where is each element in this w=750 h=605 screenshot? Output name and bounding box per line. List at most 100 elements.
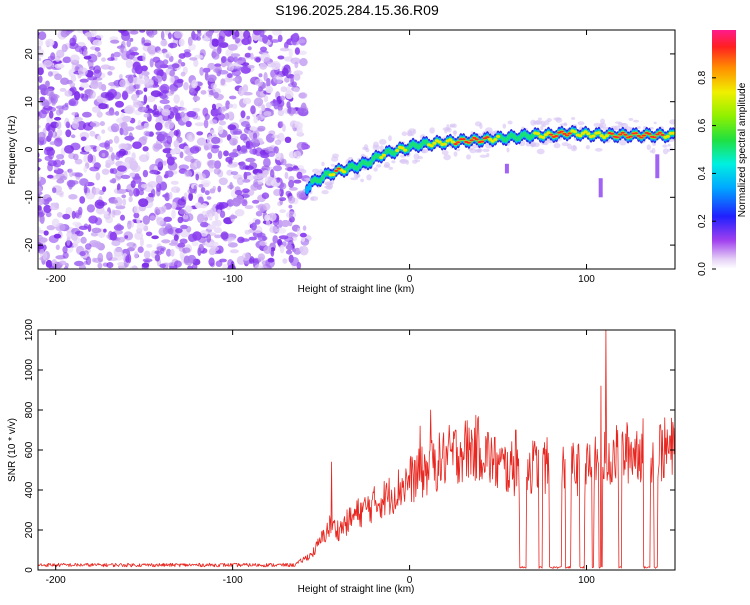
noise-dot: [97, 252, 104, 263]
noise-dot: [132, 77, 142, 85]
noise-dot: [177, 242, 186, 248]
noise-dot: [253, 30, 262, 36]
noise-dot: [180, 224, 188, 230]
noise-dot: [68, 99, 77, 106]
noise-dot: [210, 83, 217, 89]
ridge-cell: [429, 144, 434, 148]
ridge-halo-dot: [453, 151, 458, 157]
noise-dot: [241, 38, 250, 46]
noise-dot: [151, 235, 159, 240]
noise-dot: [180, 107, 188, 112]
noise-dot: [124, 156, 134, 164]
noise-dot: [133, 212, 140, 219]
ridge-cell: [634, 132, 639, 135]
noise-dot: [92, 146, 98, 153]
noise-dot: [38, 229, 45, 234]
snr-y-tick-label: 1200: [24, 318, 35, 341]
noise-dot: [160, 30, 165, 41]
ridge-halo-dot: [572, 144, 576, 151]
spectrogram-y-tick-label: 0: [24, 146, 35, 152]
noise-dot: [167, 64, 176, 70]
noise-dot: [221, 56, 227, 63]
noise-dot: [240, 110, 246, 119]
noise-dot: [197, 247, 202, 256]
noise-dot: [134, 231, 144, 240]
noise-dot: [191, 30, 196, 40]
noise-dot: [96, 145, 101, 152]
noise-dot: [293, 87, 300, 93]
noise-dot: [202, 67, 211, 73]
noise-dot: [280, 158, 287, 166]
noise-dot: [156, 216, 164, 226]
noise-dot: [253, 175, 258, 181]
noise-dot: [38, 49, 45, 58]
noise-dot: [183, 82, 189, 91]
noise-dot: [232, 77, 239, 82]
noise-dot: [192, 95, 201, 102]
noise-dot: [191, 263, 198, 269]
noise-dot: [68, 168, 74, 178]
snr-plot-area: [38, 330, 675, 570]
noise-dot: [53, 233, 62, 239]
ridge-halo-dot: [619, 139, 627, 146]
noise-dot: [38, 205, 42, 211]
noise-dot: [107, 71, 113, 76]
noise-dot: [276, 177, 281, 183]
noise-dot: [203, 214, 208, 223]
noise-dot: [163, 216, 172, 222]
spectrogram-y-tick-label: 20: [24, 48, 35, 60]
noise-dot: [65, 207, 73, 216]
noise-dot: [142, 258, 153, 263]
ridge-halo-dot: [388, 166, 393, 170]
ridge-halo-dot: [379, 145, 384, 151]
colorbar: 0.0 0.2 0.4 0.6 0.8 Normalized spectral ampl…: [697, 30, 748, 276]
noise-dot: [125, 86, 134, 94]
ridge-halo-dot: [600, 118, 605, 125]
ridge-cell: [596, 131, 602, 135]
noise-dot: [121, 194, 127, 199]
noise-dot: [52, 60, 62, 65]
noise-dot: [64, 102, 69, 108]
noise-dot: [156, 207, 166, 215]
noise-dot: [56, 121, 62, 130]
noise-dot: [121, 40, 126, 49]
noise-dot: [162, 59, 169, 65]
noise-dot: [286, 243, 293, 251]
colorbar-label: Normalized spectral amplitude: [737, 82, 748, 217]
noise-dot: [160, 247, 165, 255]
noise-dot: [92, 107, 100, 113]
noise-dot: [131, 164, 141, 173]
noise-dot: [110, 39, 120, 44]
ridge-halo-dot: [479, 154, 488, 158]
noise-dot: [278, 197, 287, 202]
noise-dot: [287, 166, 294, 172]
snr-series-group: [38, 330, 675, 569]
noise-dot: [200, 179, 211, 186]
ridge-halo-dot: [332, 153, 339, 159]
ridge-halo-dot: [593, 122, 601, 127]
noise-dot: [51, 101, 56, 106]
noise-dot: [189, 57, 198, 61]
noise-dot: [168, 191, 173, 200]
ridge-cell: [636, 134, 641, 137]
noise-dot: [84, 145, 92, 152]
noise-dot: [273, 165, 282, 172]
noise-dot: [160, 139, 169, 144]
noise-dot: [212, 30, 220, 34]
ridge-halo-dot: [373, 167, 378, 172]
noise-dot: [53, 159, 62, 168]
noise-dot: [132, 100, 142, 105]
noise-dot: [250, 222, 257, 231]
noise-dot: [224, 112, 230, 120]
noise-dot: [217, 150, 223, 160]
noise-dot: [97, 262, 103, 269]
ridge-halo-dot: [540, 125, 544, 131]
noise-dot: [54, 116, 62, 121]
noise-dot: [86, 204, 95, 213]
noise-dot: [167, 32, 172, 40]
noise-dot: [255, 210, 263, 217]
ridge-halo-dot: [391, 160, 396, 164]
ridge-cell: [368, 160, 373, 166]
ridge-halo-dot: [456, 148, 461, 152]
